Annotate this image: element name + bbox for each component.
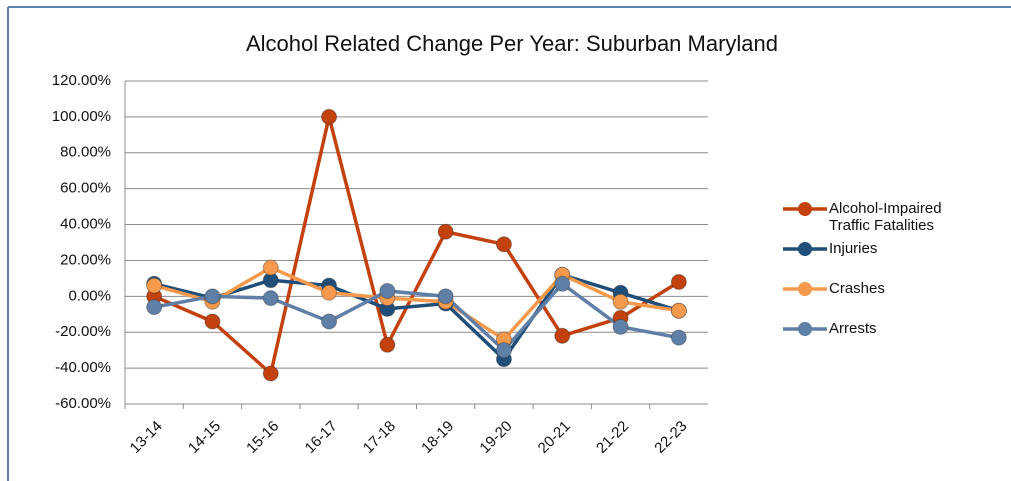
data-point	[262, 290, 279, 307]
y-tick-label: -20.00%	[55, 323, 111, 340]
series-line	[153, 281, 680, 353]
data-point	[262, 259, 279, 276]
x-tick-label: 14-15	[185, 418, 224, 457]
x-tick-label: 20-21	[535, 418, 574, 457]
y-tick-label: 0.00%	[68, 287, 111, 304]
legend-label: Arrests	[829, 320, 877, 337]
data-point	[612, 293, 629, 310]
legend-marker	[798, 322, 812, 336]
data-point	[262, 365, 279, 382]
data-point	[670, 329, 687, 346]
data-point	[379, 282, 396, 299]
legend-label: Alcohol-Impaired Traffic Fatalities	[829, 200, 942, 234]
x-tick-label: 19-20	[476, 418, 515, 457]
legend-swatch	[783, 322, 827, 336]
data-point	[670, 273, 687, 290]
x-tick-label: 21-22	[593, 418, 632, 457]
data-point	[554, 275, 571, 292]
data-point	[670, 302, 687, 319]
x-tick-label: 16-17	[302, 418, 341, 457]
data-point	[437, 223, 454, 240]
series-line	[153, 116, 680, 377]
series-line	[153, 265, 680, 342]
data-point	[146, 299, 163, 316]
data-point	[321, 108, 338, 125]
data-point	[437, 288, 454, 305]
x-tick-label: 22-23	[651, 418, 690, 457]
y-tick-label: 20.00%	[60, 251, 111, 268]
legend-item: Alcohol-Impaired Traffic Fatalities	[783, 200, 979, 234]
data-point	[495, 236, 512, 253]
x-tick-label: 15-16	[243, 418, 282, 457]
legend-item: Crashes	[783, 280, 979, 297]
legend-marker	[798, 202, 812, 216]
data-point	[204, 313, 221, 330]
legend-label: Crashes	[829, 280, 885, 297]
series-line	[153, 272, 680, 362]
data-point	[612, 318, 629, 335]
y-tick-label: 100.00%	[52, 108, 111, 125]
legend-marker	[798, 242, 812, 256]
y-tick-label: 80.00%	[60, 144, 111, 161]
data-point	[554, 327, 571, 344]
data-point	[204, 288, 221, 305]
x-tick-label: 18-19	[418, 418, 457, 457]
y-tick-label: 60.00%	[60, 180, 111, 197]
legend-item: Injuries	[783, 240, 979, 257]
x-tick-label: 13-14	[127, 418, 166, 457]
data-point	[146, 277, 163, 294]
y-tick-label: -40.00%	[55, 359, 111, 376]
legend-swatch	[783, 202, 827, 216]
data-point	[321, 284, 338, 301]
legend-swatch	[783, 282, 827, 296]
y-tick-label: 40.00%	[60, 216, 111, 233]
legend-item: Arrests	[783, 320, 979, 337]
data-point	[495, 342, 512, 359]
y-tick-label: -60.00%	[55, 395, 111, 412]
y-tick-label: 120.00%	[52, 72, 111, 89]
legend-swatch	[783, 242, 827, 256]
data-point	[321, 313, 338, 330]
chart-title: Alcohol Related Change Per Year: Suburba…	[246, 31, 778, 56]
data-point	[379, 336, 396, 353]
legend-label: Injuries	[829, 240, 878, 257]
x-tick-label: 17-18	[360, 418, 399, 457]
legend-marker	[798, 282, 812, 296]
